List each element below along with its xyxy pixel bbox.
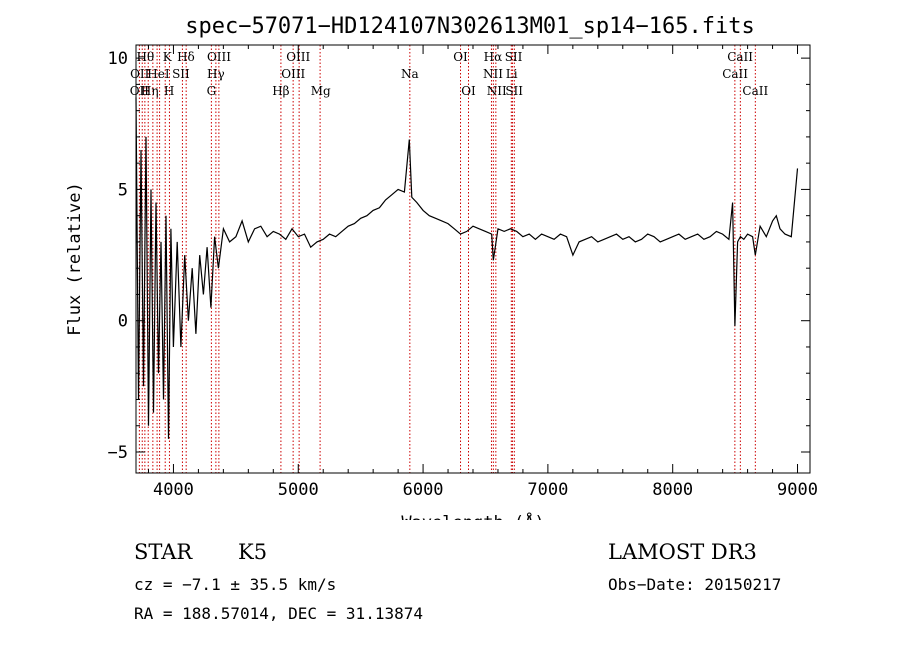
object-class: STAR [134, 540, 193, 564]
x-tick-label-2: 6000 [403, 480, 444, 500]
line-label-2: Hδ [177, 50, 195, 64]
line-label-6: Hα [484, 50, 503, 64]
spectrum-line [135, 97, 799, 439]
line-label-27: CaII [742, 84, 768, 98]
reference-lines-group [138, 45, 756, 473]
line-label-18: OII [130, 84, 150, 98]
line-label-7: SII [505, 50, 523, 64]
sky-coordinates: RA = 188.57014, DEC = 31.13874 [134, 604, 423, 623]
line-label-23: Mg [311, 84, 331, 98]
x-tick-label-4: 8000 [652, 480, 693, 500]
y-axis-label: Flux (relative) [65, 182, 85, 336]
line-label-21: G [207, 84, 217, 98]
x-axis-label: Wavelength (Å) [401, 511, 544, 520]
line-label-13: OIII [281, 67, 305, 81]
line-label-25: NII [487, 84, 507, 98]
line-label-22: Hβ [272, 84, 289, 98]
x-tick-label-5: 9000 [777, 480, 818, 500]
x-tick-label-3: 7000 [527, 480, 568, 500]
spectrum-chart: spec−57071−HD124107N302613M01_sp14−165.f… [65, 14, 818, 520]
line-label-26: SII [505, 84, 523, 98]
chart-title: spec−57071−HD124107N302613M01_sp14−165.f… [185, 14, 755, 39]
plot-frame [135, 44, 811, 474]
line-label-11: SII [172, 67, 190, 81]
observation-date: Obs−Date: 20150217 [608, 575, 782, 594]
line-label-5: OI [453, 50, 468, 64]
redshift-velocity: cz = −7.1 ± 35.5 km/s [134, 575, 337, 594]
axis-ticks-group: 4000 5000 6000 7000 8000 9000 −5 0 5 10 [108, 45, 818, 500]
line-label-1: K [163, 50, 173, 64]
y-tick-label-3: 10 [108, 49, 128, 69]
line-label-8: CaII [727, 50, 753, 64]
line-label-3: OIII [207, 50, 231, 64]
x-tick-label-0: 4000 [153, 480, 194, 500]
object-subclass: K5 [238, 540, 268, 564]
line-label-0: Hθ [137, 50, 155, 64]
line-label-24: OI [461, 84, 476, 98]
line-label-15: NII [483, 67, 503, 81]
survey-name: LAMOST DR3 [608, 540, 757, 564]
line-label-14: Na [401, 67, 419, 81]
line-label-16: Li [506, 67, 518, 81]
line-label-20: H [164, 84, 174, 98]
line-label-4: OIII [286, 50, 310, 64]
line-label-9: OII [130, 67, 150, 81]
x-tick-label-1: 5000 [278, 480, 319, 500]
y-tick-label-2: 5 [118, 180, 128, 200]
line-label-10: HeI [147, 67, 170, 81]
line-label-17: CaII [722, 67, 748, 81]
line-label-19: Hη [141, 84, 159, 98]
line-label-12: Hγ [207, 67, 225, 81]
y-tick-label-1: 0 [118, 312, 128, 332]
y-tick-label-0: −5 [108, 443, 128, 463]
